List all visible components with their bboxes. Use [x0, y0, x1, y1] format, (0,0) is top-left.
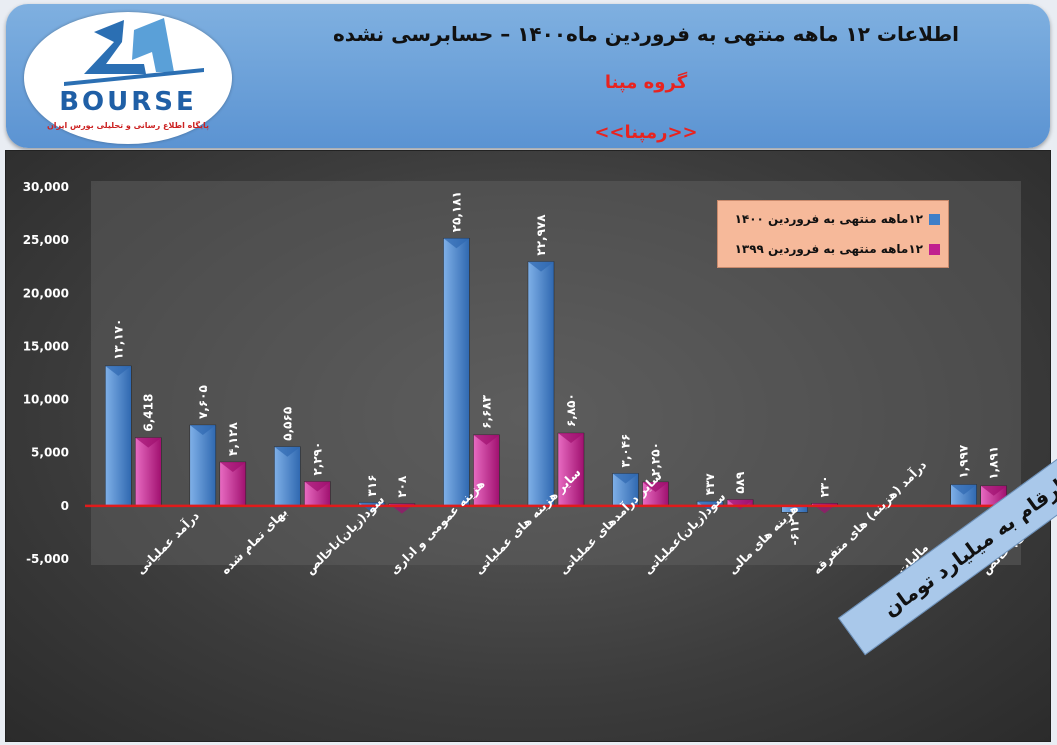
bar-1399-5	[557, 432, 585, 507]
bar-cap	[727, 499, 754, 510]
bar-cap	[189, 425, 216, 436]
bar-cap	[558, 433, 584, 444]
header-banner: BOURSE پایگاه اطلاع رسانی و تحلیلی بورس …	[6, 4, 1050, 148]
bar-1400-5	[527, 261, 555, 507]
bar-cap	[135, 437, 162, 448]
chart-legend: ۱۲ماهه منتهی به فروردین ۱۴۰۰ ۱۲ماهه منته…	[717, 200, 949, 268]
logo-tagline: پایگاه اطلاع رسانی و تحلیلی بورس ایران	[47, 120, 209, 131]
data-label: ۲۰۸	[395, 475, 409, 498]
y-tick-label: 15,000	[23, 339, 69, 353]
bar-1400-1	[189, 424, 217, 507]
data-label: ۶,۸۵۰	[564, 393, 578, 427]
data-label: ۳,۰۴۶	[619, 434, 633, 468]
y-tick-label: 10,000	[23, 393, 69, 407]
page-title: اطلاعات ۱۲ ماهه منتهی به فروردین ماه۱۴۰۰…	[332, 22, 960, 46]
y-tick-label: -5,000	[26, 552, 69, 566]
y-tick-label: 5,000	[31, 446, 69, 460]
bar-1400-4	[443, 237, 470, 507]
ticker-symbol: <<رمپنا>>	[594, 122, 698, 143]
data-label: 6,418	[141, 394, 155, 432]
bar-cap	[443, 238, 470, 249]
data-label: ۳۱۶	[365, 475, 379, 497]
data-label: ۷,۶۰۵	[196, 385, 210, 419]
bar-cap	[304, 481, 331, 492]
bar-cap	[980, 485, 1007, 496]
legend-item-1400: ۱۲ماهه منتهی به فروردین ۱۴۰۰	[735, 209, 940, 229]
y-tick-label: 25,000	[23, 233, 69, 247]
bar-cap	[274, 446, 301, 457]
y-tick-label: 20,000	[23, 286, 69, 300]
data-label: ۱,۸۹۱	[987, 446, 1001, 480]
bar-1399-4	[473, 434, 500, 507]
legend-item-1399: ۱۲ماهه منتهی به فروردین ۱۳۹۹	[735, 239, 940, 259]
data-label: ۴۳۷	[703, 473, 717, 496]
bourse24-logo: BOURSE پایگاه اطلاع رسانی و تحلیلی بورس …	[24, 12, 232, 144]
data-label: ۱,۹۹۷	[957, 444, 971, 479]
data-label: ۴,۱۲۸	[226, 421, 240, 456]
y-tick-label: 0	[61, 499, 69, 513]
legend-label-1400: ۱۲ماهه منتهی به فروردین ۱۴۰۰	[734, 212, 923, 226]
data-label: ۵,۵۶۵	[280, 407, 294, 441]
logo-brand-text: BOURSE	[59, 87, 197, 117]
bar-cap	[105, 365, 132, 376]
data-label: ۲۵,۱۸۱	[449, 191, 463, 232]
bar-cap	[528, 261, 554, 272]
legend-swatch-1400	[929, 213, 940, 225]
bar-cap	[219, 461, 246, 472]
legend-swatch-1399	[929, 243, 940, 255]
data-label: ۶,۶۸۳	[479, 394, 493, 429]
data-label: ۲,۲۹۰	[310, 442, 324, 476]
bar-cap	[950, 484, 977, 495]
data-label: -۶۱۲	[788, 518, 802, 546]
data-label: ۲۳۰	[818, 475, 832, 497]
legend-label-1399: ۱۲ماهه منتهی به فروردین ۱۳۹۹	[734, 242, 923, 256]
data-label: ۲,۲۵۰	[649, 442, 663, 476]
company-name: گروه مپنا	[604, 72, 688, 93]
bar-cap	[473, 434, 500, 445]
bar-cap	[642, 481, 669, 492]
bar-1400-0	[105, 365, 132, 507]
y-tick-label: 30,000	[23, 180, 69, 194]
bar-1399-0	[135, 437, 162, 507]
data-label: ۲۲,۹۷۸	[534, 214, 548, 256]
data-label: ۱۳,۱۷۰	[111, 319, 125, 360]
bar-cap	[612, 473, 639, 484]
data-label: ۵۸۹	[733, 471, 747, 494]
